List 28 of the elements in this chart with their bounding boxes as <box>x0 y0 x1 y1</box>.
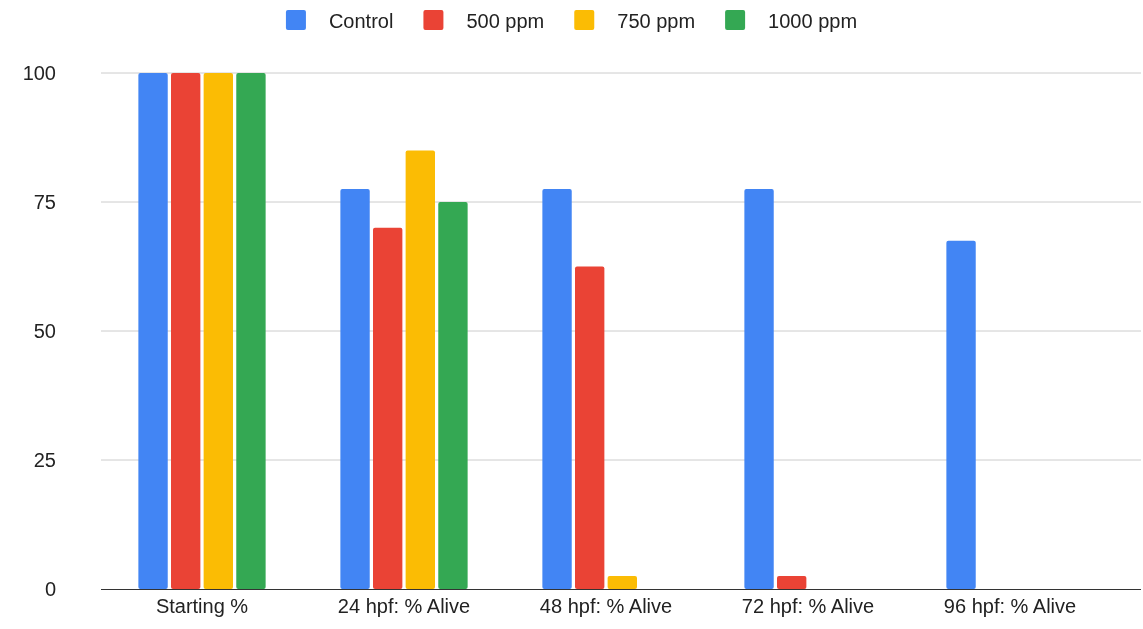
legend-label: 500 ppm <box>466 10 545 32</box>
x-tick-label: 72 hpf: % Alive <box>741 595 875 618</box>
bar <box>203 73 233 589</box>
bar <box>777 576 807 589</box>
y-tick-label: 75 <box>33 190 56 213</box>
bar <box>340 189 370 589</box>
bar <box>373 227 403 589</box>
bar <box>438 202 468 589</box>
bar <box>575 266 605 589</box>
legend-label: 1000 ppm <box>768 10 858 32</box>
y-tick-label: 50 <box>33 319 56 342</box>
x-tick-label: 96 hpf: % Alive <box>943 595 1077 618</box>
bar <box>946 240 976 589</box>
bar <box>744 189 774 589</box>
x-tick-label: 48 hpf: % Alive <box>539 595 673 618</box>
bar <box>542 189 572 589</box>
bar <box>405 150 435 589</box>
y-tick-label: 100 <box>22 61 56 84</box>
legend-label: Control <box>328 10 394 32</box>
y-tick-label: 0 <box>44 577 56 600</box>
y-tick-label: 25 <box>33 448 56 471</box>
bar <box>607 576 637 589</box>
bar <box>236 73 266 589</box>
x-tick-label: 24 hpf: % Alive <box>337 595 471 618</box>
legend-label: 750 ppm <box>617 10 696 32</box>
x-tick-label: Starting % <box>155 595 249 618</box>
bar <box>171 73 201 589</box>
bar <box>138 73 168 589</box>
